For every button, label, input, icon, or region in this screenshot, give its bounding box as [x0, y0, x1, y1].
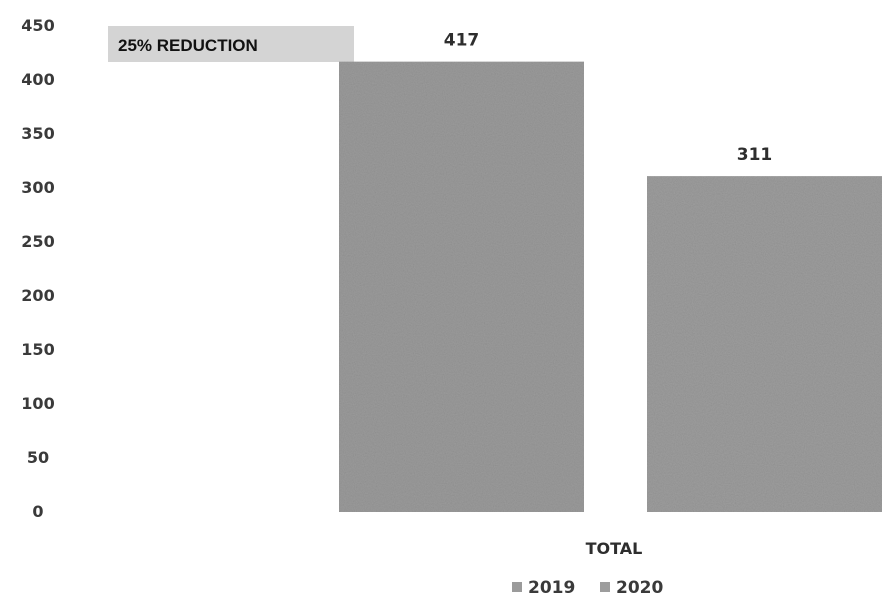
legend: 2019 2020 [512, 578, 663, 598]
x-category-label: TOTAL [586, 539, 643, 558]
legend-label-2019: 2019 [528, 578, 575, 598]
annotation-text: 25% REDUCTION [118, 36, 258, 55]
y-tick-label: 100 [21, 394, 54, 413]
y-tick-label: 200 [21, 286, 54, 305]
y-tick-label: 150 [21, 340, 54, 359]
bars [339, 61, 882, 512]
y-tick-label: 50 [27, 448, 49, 467]
y-tick-label: 400 [21, 70, 54, 89]
y-tick-label: 250 [21, 232, 54, 251]
data-labels: 417 311 [444, 31, 773, 165]
legend-swatch-2019 [512, 582, 522, 592]
y-tick-label: 350 [21, 124, 54, 143]
annotation-box: 25% REDUCTION [108, 26, 354, 62]
legend-label-2020: 2020 [616, 578, 663, 598]
y-axis: 0 50 100 150 200 250 300 350 400 450 [21, 16, 54, 521]
y-tick-label: 300 [21, 178, 54, 197]
data-label-2019: 417 [444, 31, 480, 51]
bar-2020 [647, 176, 882, 512]
annotation-background [108, 26, 354, 62]
bar-2019 [339, 61, 584, 512]
data-label-2020: 311 [737, 145, 773, 165]
legend-swatch-2020 [600, 582, 610, 592]
y-tick-label: 0 [32, 502, 43, 521]
y-tick-label: 450 [21, 16, 54, 35]
